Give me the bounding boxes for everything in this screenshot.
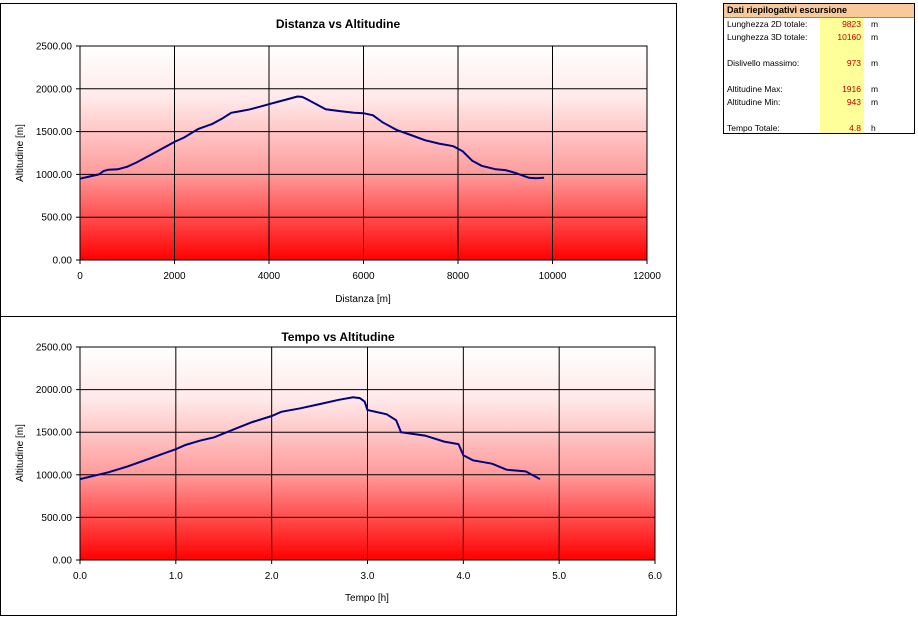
altitude-line: [79, 396, 541, 481]
y-tick-label: 0.00: [53, 256, 73, 267]
x-tick-label: 6.0: [648, 571, 662, 582]
row-unit: m: [871, 32, 879, 42]
time-altitude-chart-frame: Tempo vs Altitudine 0.00 500.00 1000.00 150…: [0, 316, 677, 616]
row-unit: h: [871, 123, 876, 133]
summary-row-elevation-gain: Dislivello massimo: 973 m: [724, 57, 914, 70]
x-tick-label: 2.0: [265, 571, 279, 582]
distance-altitude-chart: Distanza vs Altitudine 0.00 500.00 1000.00…: [15, 17, 661, 305]
x-tick-label: 0.0: [73, 571, 87, 582]
y-tick-label: 1500.00: [36, 428, 73, 439]
y-tick-label: 0.00: [53, 556, 73, 567]
summary-row-total-time: Tempo Totale: 4.8 h: [724, 122, 914, 135]
chart-title: Distanza vs Altitudine: [276, 17, 401, 31]
row-value: 1916: [842, 84, 861, 94]
y-axis-label: Altitudine [m]: [15, 124, 26, 182]
row-value: 943: [846, 97, 861, 107]
y-axis-label: Altitudine [m]: [15, 424, 26, 482]
row-label: Lunghezza 3D totale:: [727, 32, 808, 42]
y-tick-label: 1000.00: [36, 170, 73, 181]
row-unit: m: [871, 19, 879, 29]
x-tick-label: 1.0: [169, 571, 183, 582]
x-tick-label: 5.0: [552, 571, 566, 582]
row-unit: m: [871, 58, 879, 68]
x-tick-label: 4.0: [456, 571, 470, 582]
x-tick-label: 0: [77, 271, 83, 282]
altitude-line: [79, 95, 545, 180]
chart-title: Tempo vs Altitudine: [281, 330, 395, 344]
y-tick-label: 1000.00: [36, 470, 73, 481]
row-value: 10160: [837, 32, 861, 42]
row-label: Altitudine Min:: [727, 97, 781, 107]
y-tick-label: 500.00: [41, 213, 72, 224]
row-value: 973: [846, 58, 861, 68]
y-tick-label: 2500.00: [36, 343, 73, 354]
x-tick-label: 3.0: [361, 571, 375, 582]
y-tick-label: 2500.00: [36, 42, 73, 53]
x-tick-label: 8000: [447, 271, 470, 282]
row-label: Dislivello massimo:: [727, 58, 800, 68]
y-tick-label: 1500.00: [36, 127, 73, 138]
y-tick-label: 500.00: [41, 513, 72, 524]
x-tick-label: 4000: [258, 271, 281, 282]
distance-altitude-chart-frame: Distanza vs Altitudine 0.00 500.00 1000.00…: [0, 3, 677, 317]
summary-row-length-3d: Lunghezza 3D totale: 10160 m: [724, 31, 914, 44]
summary-title: Dati riepilogativi escursione: [724, 4, 914, 18]
row-unit: m: [871, 84, 879, 94]
row-label: Altitudine Max:: [727, 84, 783, 94]
time-altitude-chart: Tempo vs Altitudine 0.00 500.00 1000.00 150…: [15, 330, 662, 604]
row-label: Tempo Totale:: [727, 123, 780, 133]
x-axis-label: Tempo [h]: [345, 593, 389, 604]
y-tick-label: 2000.00: [36, 385, 73, 396]
summary-row-length-2d: Lunghezza 2D totale: 9823 m: [724, 18, 914, 31]
summary-row-altitude-min: Altitudine Min: 943 m: [724, 96, 914, 109]
x-axis-label: Distanza [m]: [335, 294, 391, 305]
summary-row-altitude-max: Altitudine Max: 1916 m: [724, 83, 914, 96]
row-value: 4.8: [849, 123, 861, 133]
summary-panel: Dati riepilogativi escursione Lunghezza …: [723, 3, 915, 134]
row-unit: m: [871, 97, 879, 107]
x-tick-label: 2000: [163, 271, 186, 282]
x-tick-label: 10000: [539, 271, 567, 282]
row-value: 9823: [842, 19, 861, 29]
y-tick-label: 2000.00: [36, 84, 73, 95]
value-column-highlight: [820, 18, 864, 133]
x-tick-label: 12000: [633, 271, 661, 282]
x-tick-label: 6000: [352, 271, 375, 282]
row-label: Lunghezza 2D totale:: [727, 19, 808, 29]
